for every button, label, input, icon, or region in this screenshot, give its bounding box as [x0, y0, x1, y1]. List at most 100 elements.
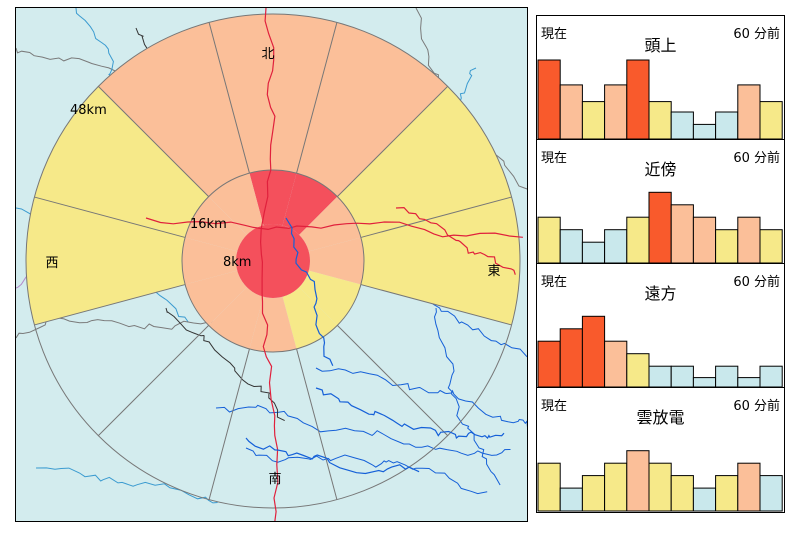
road-line	[145, 217, 523, 238]
terrain-line	[165, 307, 285, 422]
label-60-min-ago: 60 分前	[733, 399, 780, 414]
panel-title: 近傍	[644, 160, 677, 179]
histogram-bar	[626, 450, 650, 512]
panel-title: 遠方	[644, 284, 677, 303]
label-now: 現在	[541, 151, 568, 166]
sector-divider	[296, 348, 338, 500]
middle-ring-sector	[282, 287, 338, 349]
outer-ring-sector	[25, 197, 186, 325]
label-60-min-ago: 60 分前	[733, 275, 780, 290]
road-line	[395, 206, 516, 275]
outer-ring-sector	[360, 197, 520, 325]
histogram-bar	[604, 340, 628, 388]
overlay-lines	[25, 8, 523, 521]
river-line	[245, 437, 420, 475]
terrain-line	[215, 404, 511, 456]
histogram-bar	[581, 475, 606, 512]
histogram-bar	[692, 123, 717, 140]
histogram-bar	[759, 365, 783, 388]
middle-ring-sector	[282, 173, 338, 235]
histogram-bar	[626, 353, 650, 388]
middle-ring-sector	[308, 237, 364, 285]
lightning-map[interactable]: 北 南 東 西 48km 16km 8km	[15, 7, 528, 522]
bars-nearby	[537, 191, 783, 264]
panel-title: 雲放電	[636, 408, 685, 427]
histogram-bar	[759, 475, 783, 512]
label-60-min-ago: 60 分前	[733, 27, 780, 42]
histogram-bar	[715, 229, 739, 264]
histogram-bar	[692, 377, 717, 388]
terrain-line	[35, 467, 218, 504]
sector-divider	[336, 324, 449, 437]
outer-ring-sector	[209, 14, 337, 174]
panel-title: 頭上	[644, 36, 677, 55]
sector-divider	[208, 348, 250, 500]
range-ring-middle	[181, 169, 365, 353]
outer-ring-sector	[337, 86, 512, 238]
histogram-bar	[737, 84, 761, 140]
histogram-bar	[581, 315, 606, 388]
west-label: 西	[45, 256, 58, 271]
histogram-bar	[581, 101, 606, 140]
histogram-bar	[737, 462, 761, 512]
panel-nearby: 現在 近傍 60 分前	[537, 140, 784, 264]
histogram-bar	[537, 216, 561, 264]
panel-overhead: 現在 頭上 60 分前	[537, 16, 784, 140]
sector-divider	[34, 284, 186, 326]
sector-divider	[208, 22, 250, 174]
sector-divider	[336, 85, 449, 198]
histogram-bar	[537, 462, 561, 512]
histogram-bar	[692, 216, 717, 264]
inner-circle	[236, 224, 310, 298]
middle-ring-sector	[208, 173, 264, 235]
histogram-bar	[626, 216, 650, 264]
distance-label-middle: 16km	[190, 217, 227, 232]
terrain-line	[315, 367, 527, 427]
panel-cloud-discharge: 現在 雲放電 60 分前	[537, 388, 784, 512]
histogram-bar	[737, 377, 761, 388]
north-label: 北	[261, 47, 274, 62]
bars-cloud-discharge	[537, 450, 783, 512]
east-label: 東	[487, 263, 500, 279]
terrain-line	[245, 447, 488, 495]
middle-ring-sector	[208, 287, 264, 349]
outer-ring-sector	[98, 22, 250, 197]
range-ring-outer	[25, 13, 521, 509]
histogram-bar	[581, 241, 606, 264]
panel-distant: 現在 遠方 60 分前	[537, 264, 784, 388]
histogram-bar	[604, 229, 628, 264]
road-line	[259, 8, 279, 521]
label-60-min-ago: 60 分前	[733, 151, 780, 166]
histogram-bar	[737, 216, 761, 264]
label-now: 現在	[541, 399, 568, 414]
outer-ring-sector	[34, 86, 209, 238]
middle-ring-sector	[249, 170, 297, 226]
histogram-bar	[670, 365, 694, 388]
river-line	[285, 217, 334, 366]
distance-label-outer: 48km	[70, 103, 107, 118]
histogram-bar	[648, 462, 672, 512]
histogram-bar	[604, 462, 628, 512]
histogram-bar	[715, 475, 739, 512]
river-line	[315, 387, 505, 440]
histogram-bar	[759, 229, 783, 264]
distance-label-inner: 8km	[223, 255, 251, 270]
sector-divider	[360, 196, 512, 238]
histogram-bar	[559, 229, 583, 264]
middle-ring-sector	[185, 270, 247, 326]
histogram-bar	[715, 365, 739, 388]
sector-rings	[25, 14, 520, 352]
histogram-bar	[626, 59, 650, 140]
label-now: 現在	[541, 275, 568, 290]
middle-ring-sector	[249, 296, 297, 352]
histogram-bar	[670, 111, 694, 140]
terrain-line	[433, 307, 501, 486]
sector-divider	[296, 22, 338, 174]
histogram-bar	[715, 111, 739, 140]
sector-divider	[97, 324, 210, 437]
histogram-bar	[537, 59, 561, 140]
histogram-bar	[648, 365, 672, 388]
histogram-bar	[670, 204, 694, 264]
bars-distant	[537, 315, 783, 388]
histogram-bar	[692, 487, 717, 512]
